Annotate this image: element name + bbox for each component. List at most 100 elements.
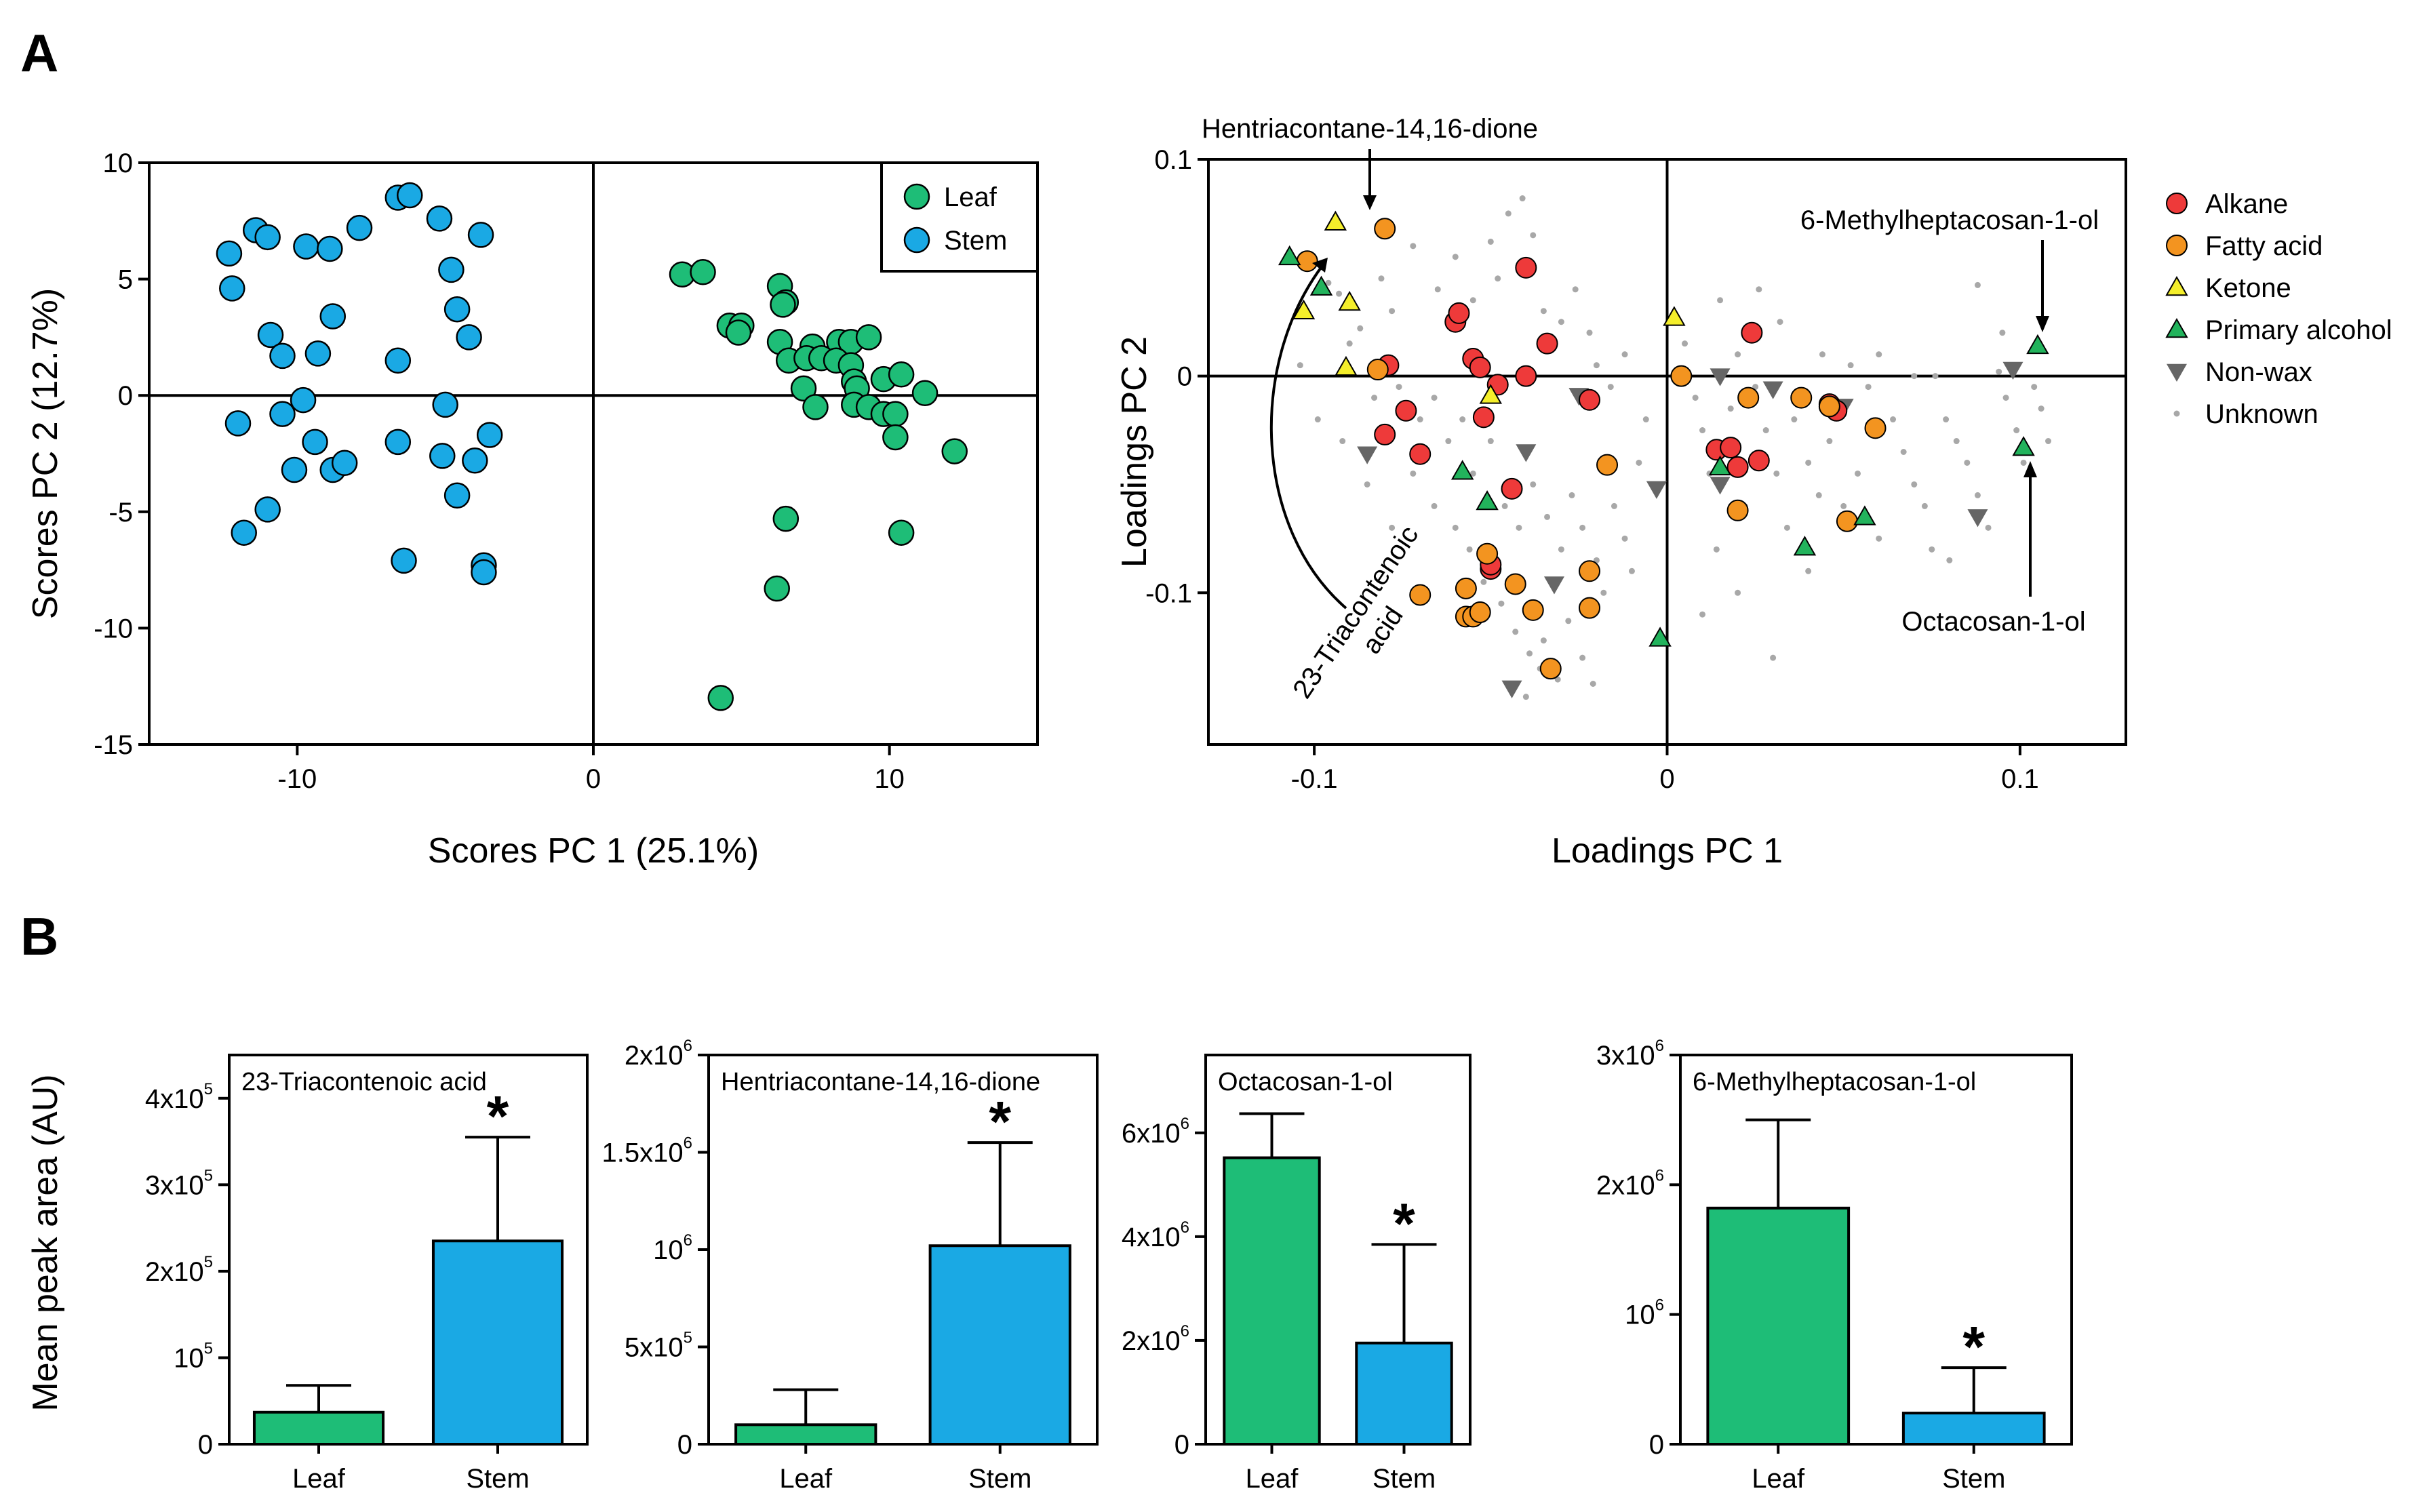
loadings-point-fatty-acid <box>1476 542 1499 565</box>
scores-point-stem <box>438 256 465 283</box>
bar-ytick-label: 4x105 <box>145 1080 213 1114</box>
loadings-point-unknown <box>1770 654 1777 661</box>
loadings-point-unknown <box>1699 611 1706 618</box>
bar-ytick-label: 0 <box>198 1430 213 1460</box>
loadings-point-primary-alcohol <box>1648 626 1672 647</box>
loadings-point-unknown <box>1621 535 1628 542</box>
loadings-xtick-label: 0.1 <box>2001 764 2039 794</box>
loadings-point-unknown <box>1921 502 1928 509</box>
scores-legend: Leaf Stem <box>880 161 1039 273</box>
loadings-point-unknown <box>1530 481 1537 488</box>
loadings-point-unknown <box>1431 395 1438 401</box>
bar-category-label-stem: Stem <box>466 1464 529 1494</box>
loadings-point-unknown <box>1953 438 1960 445</box>
loadings-point-unknown <box>1777 319 1783 325</box>
scores-point-stem <box>254 496 281 523</box>
loadings-point-fatty-acid <box>1366 359 1389 381</box>
loadings-point-unknown <box>1540 637 1547 644</box>
scores-point-leaf <box>770 292 796 318</box>
legend-marker-alkane <box>2166 193 2188 214</box>
loadings-point-fatty-acid <box>1670 365 1693 387</box>
scores-point-leaf <box>764 575 790 602</box>
tick-base: 10 <box>1625 1300 1655 1330</box>
legend-label-leaf: Leaf <box>944 182 998 212</box>
loadings-point-alkane <box>1515 365 1537 387</box>
scores-point-stem <box>304 340 332 367</box>
loadings-point-unknown <box>1480 578 1487 585</box>
scores-point-stem <box>331 450 358 476</box>
loadings-point-unknown <box>1558 319 1564 325</box>
loadings-point-unknown <box>1600 589 1607 596</box>
bar-ytick-label: 106 <box>1625 1296 1664 1330</box>
tick-base: 6x10 <box>1122 1119 1181 1149</box>
loadings-point-unknown <box>1452 524 1459 531</box>
loadings-point-unknown <box>1791 416 1798 423</box>
loadings-point-unknown <box>1498 600 1505 607</box>
bar-chart-methylheptacosanol: 6-Methylheptacosan-1-olLeaf*Stem01062x10… <box>1596 1037 2073 1494</box>
scores-point-leaf <box>725 319 752 346</box>
scores-point-stem <box>476 422 503 448</box>
loadings-point-fatty-acid <box>1455 577 1477 599</box>
bar-frame <box>228 1054 589 1446</box>
loadings-point-fatty-acid <box>1539 658 1562 680</box>
loadings-point-unknown <box>1297 362 1303 369</box>
tick-base: 4x10 <box>1122 1222 1181 1252</box>
loadings-point-primary-alcohol <box>1793 536 1817 556</box>
bar-ytick-label: 2x106 <box>1122 1322 1189 1356</box>
loadings-point-alkane <box>1747 450 1770 472</box>
scores-point-stem <box>426 205 453 232</box>
loadings-point-unknown <box>1389 524 1396 531</box>
loadings-point-unknown <box>1717 297 1724 304</box>
panel-label-a: A <box>20 23 58 83</box>
loadings-point-unknown <box>1565 618 1572 624</box>
loadings-point-unknown <box>1900 449 1907 455</box>
scores-legend-box <box>880 161 1039 273</box>
bar-leaf <box>1706 1206 1851 1446</box>
loadings-point-unknown <box>1336 290 1343 297</box>
tick-base: 0 <box>1649 1430 1664 1460</box>
loadings-point-unknown <box>1819 351 1825 358</box>
bar-ytick-label: 1.5x106 <box>602 1134 692 1168</box>
bar-category-label-leaf: Leaf <box>1246 1464 1299 1494</box>
loadings-point-unknown <box>1713 546 1720 553</box>
loadings-point-unknown <box>1487 238 1494 245</box>
loadings-point-unknown <box>1628 568 1635 574</box>
loadings-point-fatty-acid <box>1790 386 1813 409</box>
tick-base: 3x10 <box>1596 1041 1655 1071</box>
tick-exponent: 5 <box>204 1339 213 1357</box>
bar-ytick-label: 4x106 <box>1122 1218 1189 1252</box>
legend-marker-ketone <box>2165 275 2188 296</box>
loadings-point-non-wax <box>2002 361 2023 380</box>
bar-chart-title: Hentriacontane-14,16-dione <box>721 1068 1040 1096</box>
loadings-point-alkane <box>1469 356 1491 378</box>
scores-ytick-label: 10 <box>103 148 134 178</box>
scores-point-stem <box>384 429 412 456</box>
loadings-point-unknown <box>1964 459 1971 466</box>
scores-point-stem <box>319 303 346 330</box>
loadings-point-unknown <box>1865 384 1872 391</box>
scores-point-stem <box>293 233 319 260</box>
loadings-point-fatty-acid <box>1579 560 1601 582</box>
loadings-point-primary-alcohol <box>1309 275 1333 296</box>
loadings-legend: Alkane Fatty acid Ketone Primary alcohol Non… <box>2165 189 2392 429</box>
loadings-point-unknown <box>1410 243 1417 250</box>
loadings-point-unknown <box>1434 286 1441 293</box>
tick-exponent: 6 <box>1655 1166 1664 1185</box>
loadings-point-unknown <box>1735 589 1741 596</box>
loadings-point-unknown <box>1840 502 1847 509</box>
bar-ytick-label: 0 <box>1649 1430 1664 1460</box>
loadings-point-unknown <box>1469 470 1476 477</box>
loadings-point-ketone <box>1663 306 1686 326</box>
scores-ytick-label: -5 <box>108 498 133 528</box>
loadings-point-non-wax <box>1967 509 1988 528</box>
loadings-point-non-wax <box>1543 576 1564 595</box>
tick-base: 0 <box>198 1430 213 1460</box>
legend-label-non-wax: Non-wax <box>2205 357 2312 387</box>
loadings-point-fatty-acid <box>1579 597 1601 619</box>
scores-point-stem <box>281 456 308 483</box>
tick-exponent: 6 <box>684 1134 692 1153</box>
loadings-point-unknown <box>1505 210 1512 217</box>
loadings-point-unknown <box>1516 524 1522 531</box>
scores-xtick-label: 10 <box>874 764 905 794</box>
